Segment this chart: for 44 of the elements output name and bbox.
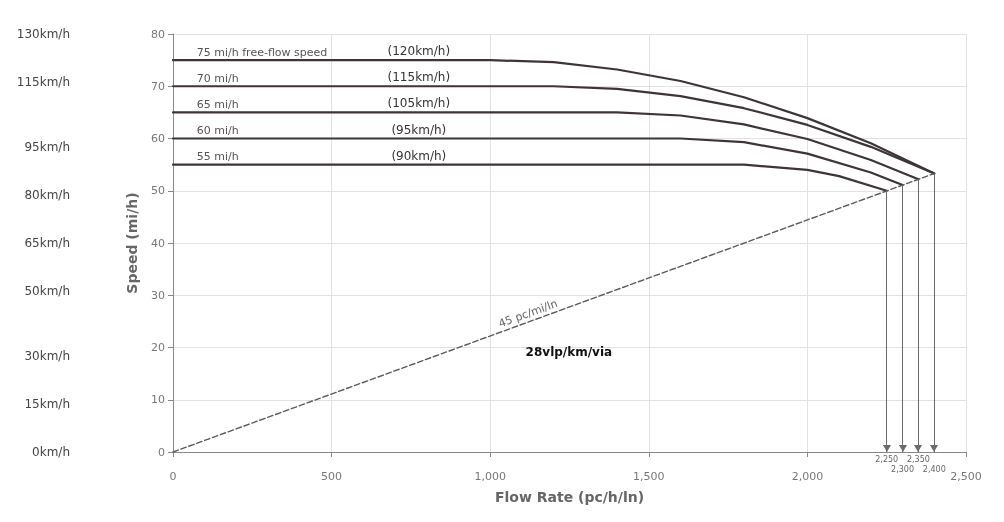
series-label: 75 mi/h free-flow speed bbox=[196, 45, 328, 59]
annotation: (120km/h) bbox=[387, 44, 451, 59]
x-tick-label: 1,500 bbox=[633, 469, 665, 483]
y2-tick-label: 115km/h bbox=[16, 75, 70, 90]
y-tick-label: 60 bbox=[151, 132, 165, 145]
y2-tick-label: 65km/h bbox=[24, 236, 70, 250]
x-axis-title: Flow Rate (pc/h/ln) bbox=[494, 489, 645, 505]
annotation: (105km/h) bbox=[387, 96, 451, 111]
line-series bbox=[171, 137, 904, 187]
x-tick-label: 500 bbox=[321, 469, 343, 483]
ref-line-label: 2,300 bbox=[891, 464, 915, 474]
y2-tick-label: 15km/h bbox=[24, 396, 70, 411]
y-tick-label: 40 bbox=[151, 236, 165, 250]
x-tick-label: 2,000 bbox=[791, 469, 824, 483]
y-tick-label: 50 bbox=[151, 184, 165, 198]
ref-line-label: 2,400 bbox=[922, 464, 946, 474]
x-tick-label: 1,000 bbox=[474, 469, 506, 483]
y-tick-label: 30 bbox=[151, 288, 165, 302]
series-label: 70 mi/h bbox=[196, 71, 239, 85]
y2-tick-label: 30km/h bbox=[24, 348, 70, 363]
y-tick-label: 80 bbox=[151, 27, 165, 41]
x-tick-label: 0 bbox=[169, 469, 177, 483]
y-tick-label: 70 bbox=[151, 79, 165, 93]
y-tick-label: 10 bbox=[151, 393, 165, 407]
line-series bbox=[171, 111, 920, 181]
annotation: (115km/h) bbox=[387, 70, 451, 85]
y2-tick-label: 95km/h bbox=[24, 139, 70, 154]
annotation: (95km/h) bbox=[391, 122, 447, 137]
y2-tick-label: 80km/h bbox=[24, 187, 70, 202]
line-series bbox=[171, 163, 888, 192]
y-tick-label: 0 bbox=[158, 445, 165, 459]
series-label: 55 mi/h bbox=[196, 150, 239, 164]
y-tick-label: 20 bbox=[151, 341, 165, 354]
y2-tick-label: 130km/h bbox=[16, 27, 70, 41]
annotation: 28vlp/km/via bbox=[525, 345, 613, 360]
y-axis-title: Speed (mi/h) bbox=[124, 192, 140, 294]
annotation: (90km/h) bbox=[391, 148, 447, 163]
x-tick-label: 2,500 bbox=[950, 469, 982, 483]
y2-tick-label: 50km/h bbox=[24, 284, 70, 299]
series-label: 60 mi/h bbox=[196, 124, 239, 137]
ref-line-label: 2,250 bbox=[875, 454, 899, 464]
series-label: 65 mi/h bbox=[196, 97, 239, 111]
ref-line-label: 2,350 bbox=[906, 454, 930, 464]
y2-tick-label: 0km/h bbox=[32, 445, 70, 459]
